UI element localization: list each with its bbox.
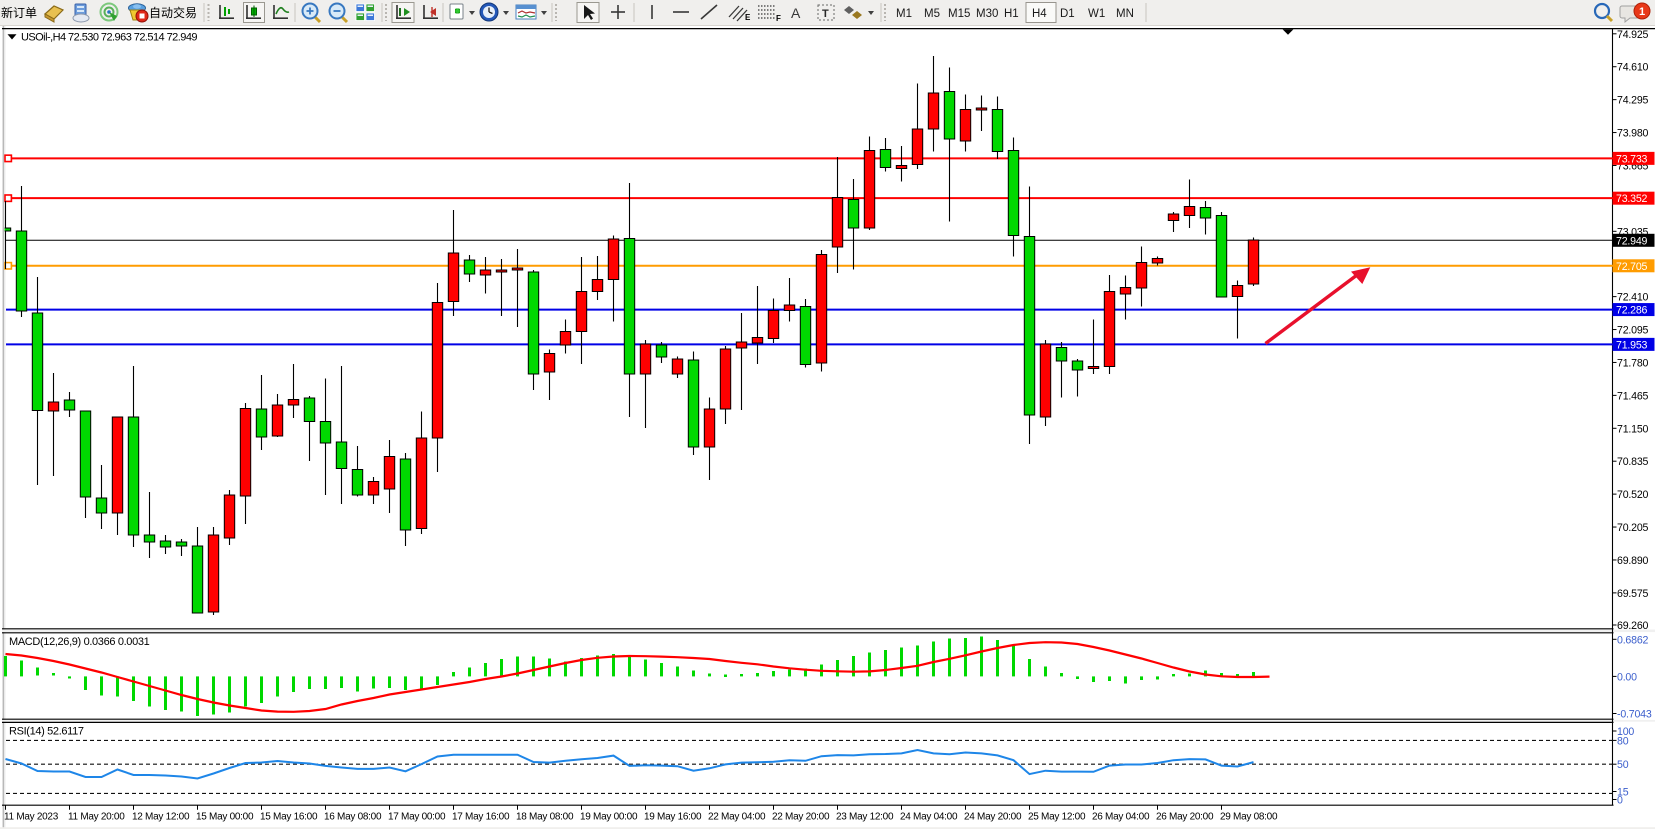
- svg-text:H4: H4: [1032, 8, 1047, 20]
- svg-text:22 May 20:00: 22 May 20:00: [772, 812, 830, 823]
- svg-text:26 May 20:00: 26 May 20:00: [1156, 812, 1214, 823]
- svg-text:自动交易: 自动交易: [149, 5, 197, 20]
- svg-text:17 May 16:00: 17 May 16:00: [452, 812, 510, 823]
- svg-text:73.352: 73.352: [1616, 193, 1648, 205]
- svg-text:72.705: 72.705: [1616, 261, 1648, 273]
- svg-text:50: 50: [1617, 759, 1629, 771]
- svg-text:72.949: 72.949: [1616, 235, 1648, 247]
- svg-text:69.575: 69.575: [1617, 588, 1649, 600]
- svg-text:19 May 00:00: 19 May 00:00: [580, 812, 638, 823]
- svg-text:71.465: 71.465: [1617, 390, 1649, 402]
- svg-text:71.953: 71.953: [1616, 339, 1648, 351]
- svg-text:71.780: 71.780: [1617, 357, 1649, 369]
- svg-text:72.095: 72.095: [1617, 325, 1649, 337]
- svg-text:74.925: 74.925: [1617, 29, 1649, 41]
- svg-text:MN: MN: [1116, 8, 1134, 20]
- svg-text:72.410: 72.410: [1617, 292, 1649, 304]
- svg-text:25 May 12:00: 25 May 12:00: [1028, 812, 1086, 823]
- svg-text:24 May 04:00: 24 May 04:00: [900, 812, 958, 823]
- svg-text:M5: M5: [924, 8, 940, 20]
- svg-text:100: 100: [1617, 726, 1634, 738]
- svg-text:70.205: 70.205: [1617, 522, 1649, 534]
- svg-text:F: F: [776, 14, 781, 23]
- svg-text:M1: M1: [896, 8, 912, 20]
- svg-text:A: A: [791, 5, 801, 21]
- svg-text:H1: H1: [1004, 8, 1019, 20]
- svg-text:-0.7043: -0.7043: [1617, 709, 1652, 721]
- svg-text:0.00: 0.00: [1617, 671, 1637, 683]
- svg-text:74.295: 74.295: [1617, 95, 1649, 107]
- svg-text:MACD(12,26,9) 0.0366 0.0031: MACD(12,26,9) 0.0366 0.0031: [9, 636, 150, 648]
- svg-text:D1: D1: [1060, 8, 1075, 20]
- svg-text:1: 1: [1639, 6, 1645, 18]
- svg-text:USOil-,H4 72.530 72.963 72.51: USOil-,H4 72.530 72.963 72.514 72.949: [21, 32, 197, 44]
- svg-text:80: 80: [1617, 735, 1629, 747]
- svg-text:16 May 08:00: 16 May 08:00: [324, 812, 382, 823]
- svg-text:69.260: 69.260: [1617, 620, 1649, 632]
- svg-text:15 May 16:00: 15 May 16:00: [260, 812, 318, 823]
- svg-text:73.980: 73.980: [1617, 128, 1649, 140]
- svg-text:E: E: [745, 13, 751, 22]
- svg-text:74.610: 74.610: [1617, 62, 1649, 74]
- svg-text:70.835: 70.835: [1617, 456, 1649, 468]
- svg-text:19 May 16:00: 19 May 16:00: [644, 812, 702, 823]
- svg-text:0: 0: [1617, 795, 1623, 807]
- svg-text:23 May 12:00: 23 May 12:00: [836, 812, 894, 823]
- svg-text:69.890: 69.890: [1617, 555, 1649, 567]
- svg-text:71.150: 71.150: [1617, 423, 1649, 435]
- svg-text:15: 15: [1617, 787, 1629, 799]
- svg-text:W1: W1: [1088, 8, 1105, 20]
- svg-text:26 May 04:00: 26 May 04:00: [1092, 812, 1150, 823]
- svg-text:12 May 12:00: 12 May 12:00: [132, 812, 190, 823]
- svg-text:18 May 08:00: 18 May 08:00: [516, 812, 574, 823]
- svg-text:73.733: 73.733: [1616, 153, 1648, 165]
- svg-text:M15: M15: [948, 8, 970, 20]
- svg-text:15 May 00:00: 15 May 00:00: [196, 812, 254, 823]
- svg-text:11 May 2023: 11 May 2023: [4, 812, 59, 823]
- svg-text:17 May 00:00: 17 May 00:00: [388, 812, 446, 823]
- svg-text:22 May 04:00: 22 May 04:00: [708, 812, 766, 823]
- svg-text:0.6862: 0.6862: [1617, 634, 1649, 646]
- svg-text:24 May 20:00: 24 May 20:00: [964, 812, 1022, 823]
- svg-text:70.520: 70.520: [1617, 489, 1649, 501]
- svg-text:新订单: 新订单: [1, 5, 37, 20]
- svg-text:T: T: [822, 8, 829, 20]
- svg-text:29 May 08:00: 29 May 08:00: [1220, 812, 1278, 823]
- svg-text:RSI(14) 52.6117: RSI(14) 52.6117: [9, 726, 84, 738]
- svg-text:M30: M30: [976, 8, 998, 20]
- svg-text:11 May 20:00: 11 May 20:00: [68, 812, 125, 823]
- svg-text:72.286: 72.286: [1616, 305, 1648, 317]
